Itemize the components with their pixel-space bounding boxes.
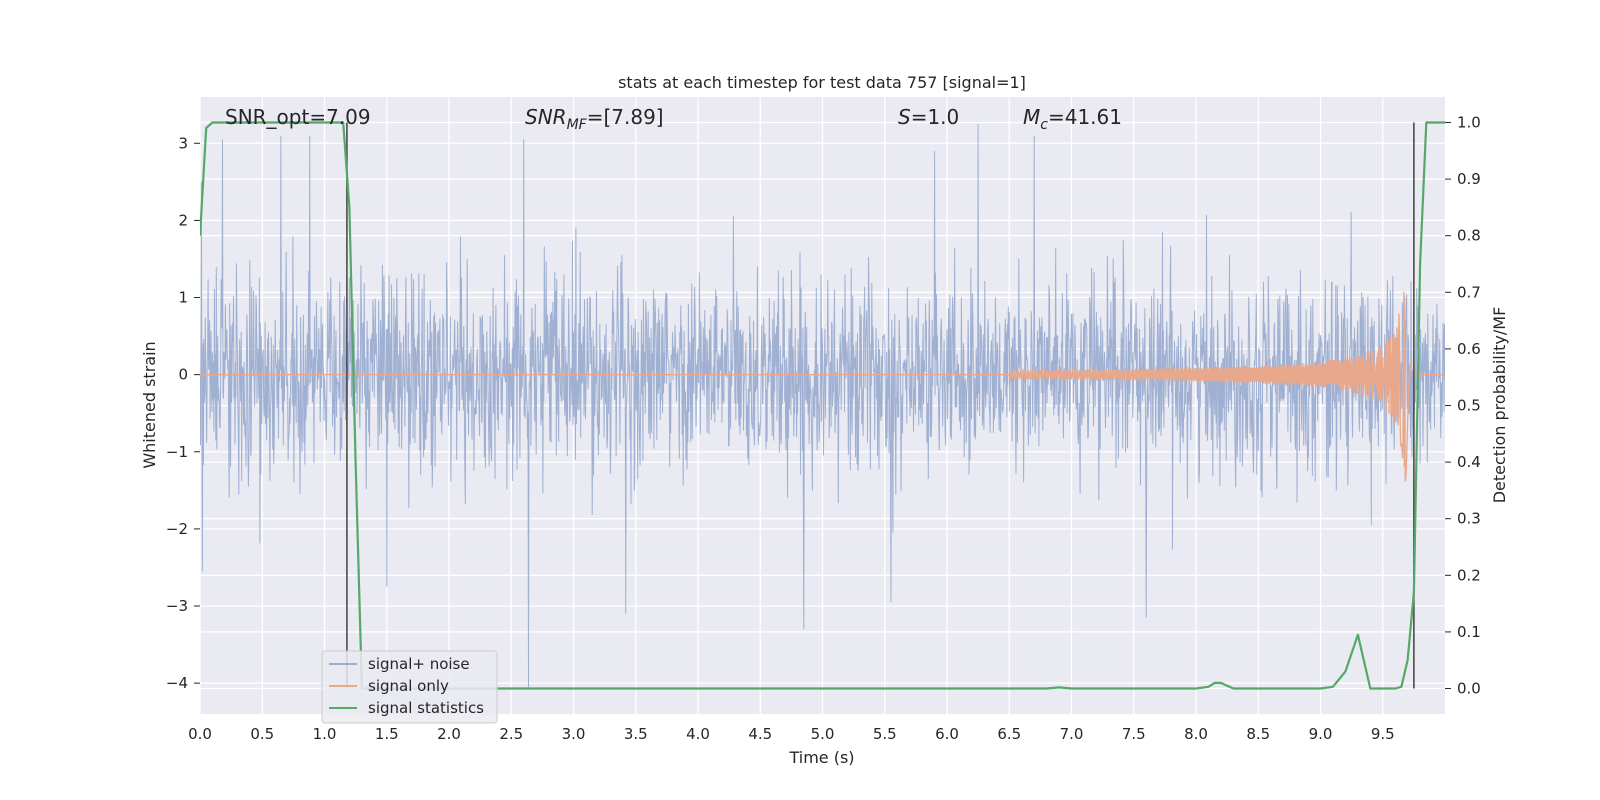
chart-title: stats at each timestep for test data 757…: [618, 73, 1026, 92]
y-axis-ticks: 3 2 1 0 −1 −2 −3 −4: [166, 134, 200, 692]
annotation-s-symbol: S: [898, 105, 911, 129]
series-signal-statistics: [200, 121, 1445, 690]
grid: [199, 97, 1445, 714]
x-axis-ticks: 0.0 0.5 1.0 1.5 2.0 2.5 3.0 3.5 4.0 4.5 5.0 5.5 6.0 6…: [188, 725, 1395, 743]
legend: signal+ noise signal only signal statist…: [321, 650, 498, 724]
annotation-s-value: =1.0: [911, 105, 960, 129]
annotation-snr-mf-subscript: MF: [567, 117, 588, 133]
x-tick-label: 7.5: [1122, 725, 1146, 743]
x-axis-label: Time (s): [788, 748, 854, 767]
series-signal-plus-noise: [200, 123, 1445, 688]
y2-tick-label: 0.4: [1457, 453, 1481, 471]
probability-line: [200, 121, 1445, 690]
y-axis-label: Whitened strain: [140, 341, 159, 468]
y-tick-label: −1: [166, 443, 188, 461]
annotations: SNR_opt=7.09 SNRMF=[7.89] S=1.0 Mc=41.61: [225, 105, 1122, 133]
legend-box: [321, 650, 498, 724]
legend-label-signal-statistics: signal statistics: [368, 699, 484, 717]
x-tick-label: 0.5: [250, 725, 274, 743]
y2-tick-label: 0.3: [1457, 510, 1481, 528]
y-tick-label: 3: [178, 134, 188, 152]
y-tick-label: 2: [178, 211, 188, 229]
annotation-mc-value: =41.61: [1048, 105, 1122, 129]
y2-tick-label: 1.0: [1457, 113, 1481, 131]
x-tick-label: 8.0: [1184, 725, 1208, 743]
legend-label-signal-only: signal only: [368, 677, 449, 695]
y-tick-label: 0: [178, 366, 188, 384]
x-tick-label: 1.0: [313, 725, 337, 743]
annotation-s: S=1.0: [898, 105, 959, 129]
x-tick-label: 4.5: [748, 725, 772, 743]
y2-tick-label: 0.9: [1457, 170, 1481, 188]
y2-tick-label: 0.8: [1457, 227, 1481, 245]
x-tick-label: 0.0: [188, 725, 212, 743]
annotation-snr-opt: SNR_opt=7.09: [225, 105, 371, 129]
y2-axis-label: Detection probability/MF: [1490, 307, 1509, 504]
series-signal-only: [200, 291, 1445, 482]
plot-area: [200, 121, 1445, 690]
y2-tick-label: 0.7: [1457, 283, 1481, 301]
y-tick-label: 1: [178, 289, 188, 307]
annotation-mc: Mc=41.61: [1023, 105, 1122, 133]
x-tick-label: 2.0: [437, 725, 461, 743]
x-tick-label: 5.5: [873, 725, 897, 743]
x-tick-label: 3.0: [562, 725, 586, 743]
x-tick-label: 1.5: [375, 725, 399, 743]
legend-item-signal-statistics: signal statistics: [329, 699, 484, 717]
x-tick-label: 3.5: [624, 725, 648, 743]
y2-tick-label: 0.5: [1457, 397, 1481, 415]
x-tick-label: 8.5: [1246, 725, 1270, 743]
annotation-snr-mf-value: =[7.89]: [587, 105, 664, 129]
y2-tick-label: 0.1: [1457, 623, 1481, 641]
x-tick-label: 4.0: [686, 725, 710, 743]
legend-label-signal-plus-noise: signal+ noise: [368, 655, 470, 673]
annotation-snr-mf: SNRMF=[7.89]: [525, 105, 664, 133]
legend-item-signal-only: signal only: [329, 677, 449, 695]
noise-line: [200, 123, 1445, 688]
annotation-mc-symbol: M: [1023, 105, 1040, 129]
legend-item-signal-plus-noise: signal+ noise: [329, 655, 470, 673]
y-tick-label: −2: [166, 520, 188, 538]
chirp-line: [200, 291, 1445, 482]
x-tick-label: 5.0: [811, 725, 835, 743]
y2-tick-label: 0.2: [1457, 566, 1481, 584]
x-tick-label: 9.5: [1371, 725, 1395, 743]
y2-tick-label: 0.6: [1457, 340, 1481, 358]
annotation-snr-mf-symbol: SNR: [525, 105, 567, 129]
y-tick-label: −4: [166, 674, 188, 692]
x-tick-label: 9.0: [1309, 725, 1333, 743]
annotation-mc-subscript: c: [1040, 117, 1048, 133]
x-tick-label: 6.0: [935, 725, 959, 743]
x-tick-label: 7.0: [1060, 725, 1084, 743]
x-tick-label: 2.5: [499, 725, 523, 743]
y2-tick-label: 0.0: [1457, 680, 1481, 698]
y-tick-label: −3: [166, 597, 188, 615]
x-tick-label: 6.5: [997, 725, 1021, 743]
y2-axis-ticks: 1.0 0.9 0.8 0.7 0.6 0.5 0.4 0.3 0.2 0.1 0.0: [1445, 113, 1481, 698]
